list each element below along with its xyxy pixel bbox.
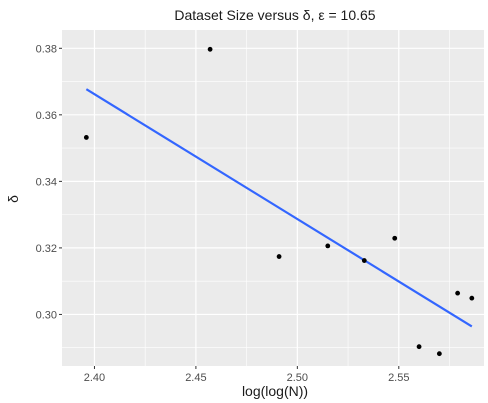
x-tick-label: 2.40 — [84, 372, 105, 384]
data-point — [416, 344, 422, 350]
plot-panel — [62, 30, 484, 366]
fit-line-group — [85, 88, 473, 328]
x-axis-ticks: 2.40 2.45 2.50 2.55 — [84, 366, 409, 384]
y-tick-label: 0.32 — [36, 243, 57, 255]
data-point — [455, 290, 461, 296]
data-point — [469, 295, 475, 301]
data-points — [83, 46, 475, 357]
data-point — [436, 351, 442, 357]
data-point — [392, 235, 398, 241]
data-point — [276, 254, 282, 259]
y-tick-label: 0.36 — [36, 110, 57, 122]
y-axis-label: δ — [5, 195, 21, 203]
y-axis-ticks: 0.30 0.32 0.34 0.36 0.38 — [36, 43, 62, 321]
x-tick-label: 2.45 — [185, 372, 206, 384]
data-point — [361, 258, 367, 263]
x-axis-label: log(log(N)) — [242, 383, 308, 399]
x-tick-label: 2.55 — [388, 372, 409, 384]
y-tick-label: 0.30 — [36, 309, 57, 321]
y-tick-label: 0.34 — [36, 176, 57, 188]
chart-title: Dataset Size versus δ, ε = 10.65 — [174, 7, 375, 23]
fit-line — [85, 88, 473, 328]
data-point — [325, 243, 331, 249]
grid-lines — [62, 30, 484, 366]
y-tick-label: 0.38 — [36, 43, 57, 55]
x-tick-label: 2.50 — [287, 372, 308, 384]
data-point — [207, 46, 213, 52]
data-point — [83, 135, 89, 140]
